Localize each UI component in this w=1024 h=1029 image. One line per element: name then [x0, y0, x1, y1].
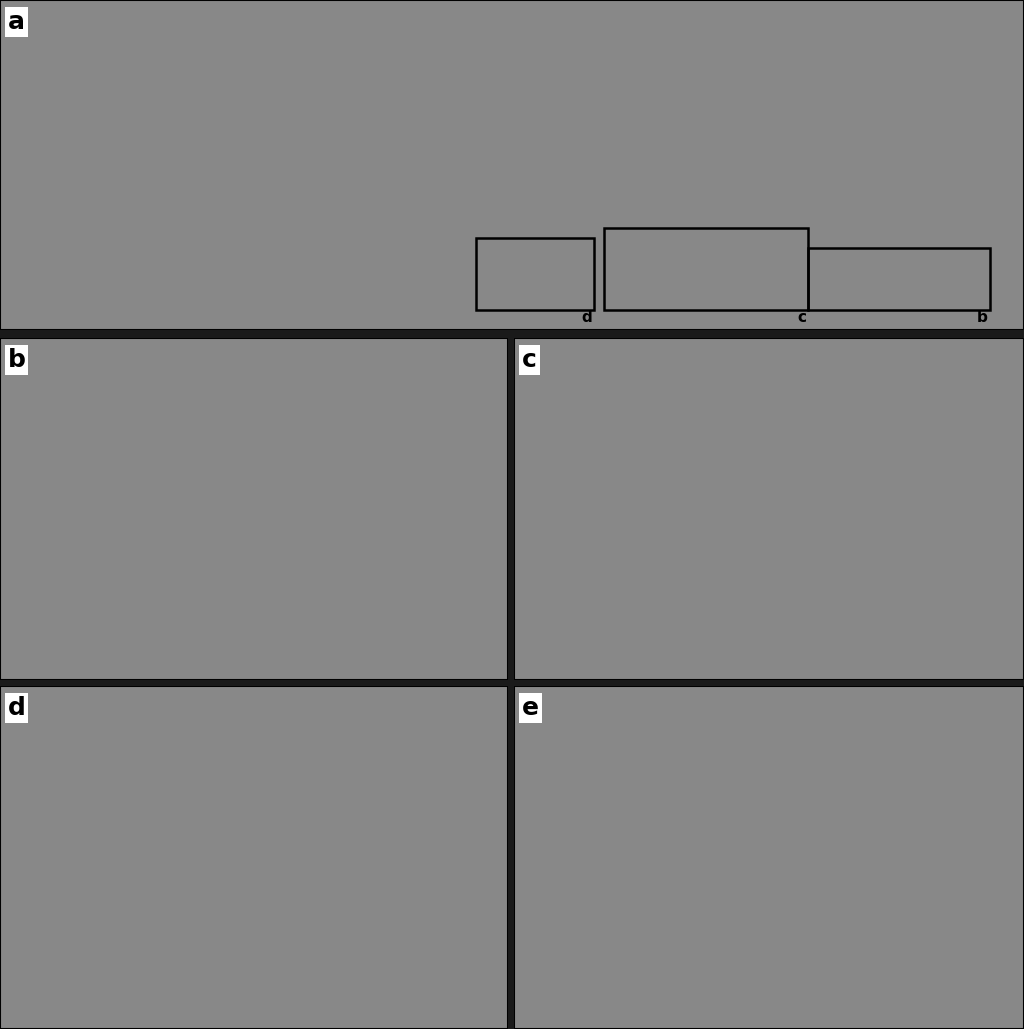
Text: d: d	[7, 697, 26, 720]
Bar	[808, 248, 990, 310]
Text: b: b	[7, 348, 26, 372]
Text: a: a	[8, 10, 26, 34]
Text: b: b	[977, 310, 988, 325]
Text: c: c	[521, 348, 537, 372]
Text: c: c	[797, 310, 806, 325]
Text: d: d	[582, 310, 592, 325]
Bar	[476, 238, 594, 310]
Bar	[604, 228, 808, 310]
Text: e: e	[521, 697, 539, 720]
